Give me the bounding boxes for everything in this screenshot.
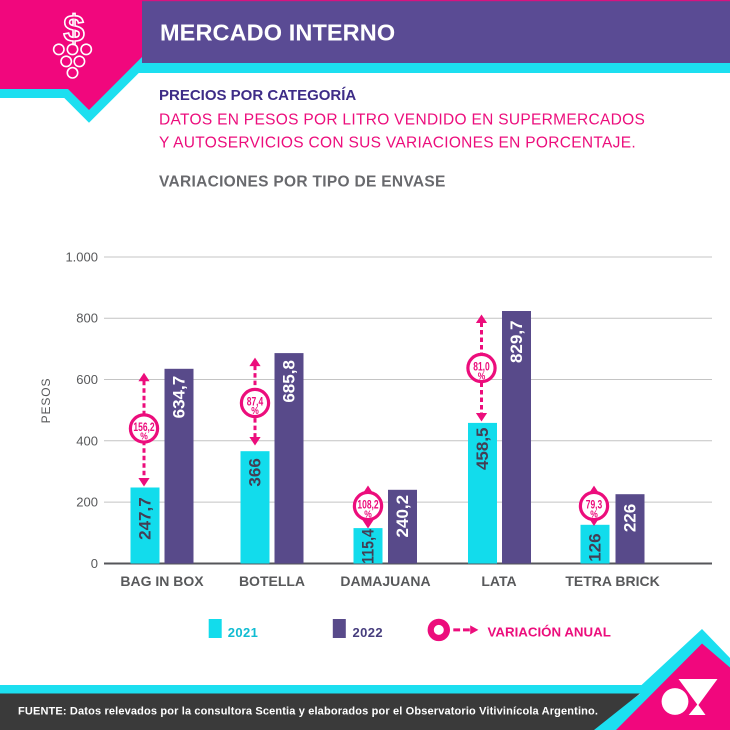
svg-text:126: 126 [586, 533, 605, 561]
svg-text:0: 0 [91, 556, 98, 571]
svg-text:634,7: 634,7 [170, 376, 189, 419]
svg-text:685,8: 685,8 [280, 360, 299, 403]
svg-text:366: 366 [246, 458, 265, 486]
svg-text:DAMAJUANA: DAMAJUANA [340, 573, 430, 589]
svg-text:240,2: 240,2 [393, 495, 412, 538]
svg-text:FUENTE: Datos relevados por la: FUENTE: Datos relevados por la consultor… [18, 706, 598, 718]
svg-text:DATOS EN PESOS POR LITRO VENDI: DATOS EN PESOS POR LITRO VENDIDO EN SUPE… [159, 112, 645, 129]
svg-text:800: 800 [76, 311, 98, 326]
svg-text:BAG IN BOX: BAG IN BOX [120, 573, 204, 589]
svg-text:%: % [590, 509, 598, 520]
svg-text:$: $ [63, 9, 84, 51]
svg-text:2022: 2022 [353, 625, 384, 640]
svg-text:81,0: 81,0 [473, 361, 490, 374]
svg-text:247,7: 247,7 [136, 497, 155, 540]
svg-text:226: 226 [621, 504, 640, 532]
svg-text:PRECIOS POR CATEGORÍA: PRECIOS POR CATEGORÍA [159, 87, 356, 104]
svg-text:%: % [364, 509, 372, 520]
svg-text:TETRA BRICK: TETRA BRICK [565, 573, 659, 589]
svg-text:115,4: 115,4 [359, 529, 377, 564]
svg-text:2021: 2021 [228, 625, 259, 640]
svg-text:600: 600 [76, 372, 98, 387]
svg-text:829,7: 829,7 [507, 321, 526, 364]
svg-text:BOTELLA: BOTELLA [239, 573, 305, 589]
svg-text:79,3: 79,3 [586, 499, 603, 512]
svg-text:Y AUTOSERVICIOS CON SUS VARIAC: Y AUTOSERVICIOS CON SUS VARIACIONES EN P… [159, 135, 636, 152]
svg-text:458,5: 458,5 [473, 428, 492, 471]
svg-text:1.000: 1.000 [65, 250, 98, 265]
svg-text:156,2: 156,2 [133, 422, 154, 435]
svg-text:200: 200 [76, 495, 98, 510]
svg-text:VARIACIÓN ANUAL: VARIACIÓN ANUAL [488, 625, 611, 640]
svg-text:MERCADO INTERNO: MERCADO INTERNO [160, 20, 395, 46]
svg-text:%: % [251, 405, 259, 416]
svg-text:400: 400 [76, 433, 98, 448]
svg-text:87,4: 87,4 [247, 396, 264, 409]
svg-text:LATA: LATA [481, 573, 516, 589]
svg-text:%: % [140, 431, 148, 442]
svg-text:PESOS: PESOS [39, 378, 53, 424]
svg-text:108,2: 108,2 [357, 499, 378, 512]
svg-text:%: % [478, 371, 486, 382]
svg-text:VARIACIONES POR TIPO DE ENVASE: VARIACIONES POR TIPO DE ENVASE [159, 174, 446, 191]
